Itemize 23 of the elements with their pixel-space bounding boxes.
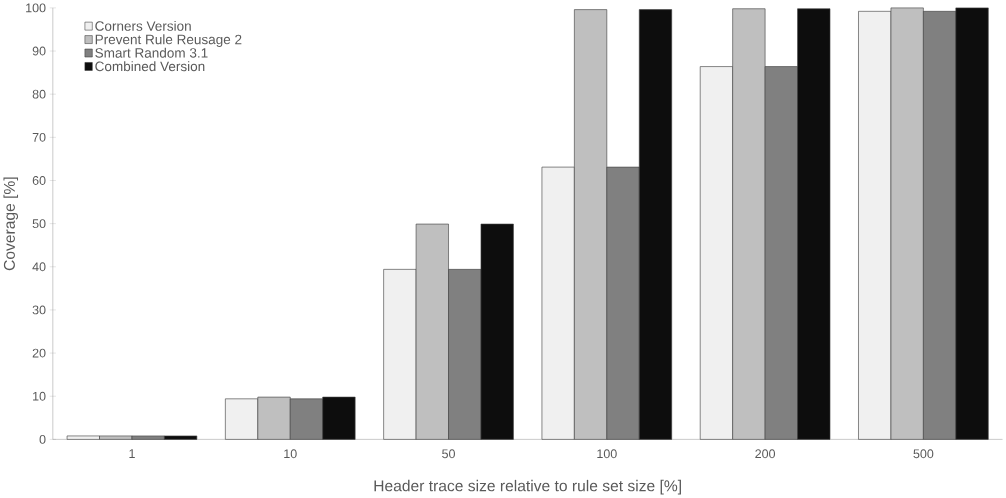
- x-tick-label: 1: [129, 449, 135, 458]
- x-tick-label: 10: [284, 449, 297, 459]
- y-tick-label: 60: [32, 176, 46, 185]
- y-tick-label: 20: [32, 348, 46, 358]
- y-tick-label: 0: [39, 435, 46, 444]
- y-tick-label: 90: [32, 46, 46, 56]
- y-axis-title: Coverage [%]: [3, 177, 19, 271]
- y-tick-label: 70: [32, 132, 46, 142]
- legend-label: Corners Version: [95, 20, 191, 31]
- y-tick-label: 50: [32, 219, 46, 229]
- legend-label: Smart Random 3.1: [95, 47, 208, 58]
- x-axis-title: Header trace size relative to rule set size [%]: [374, 479, 681, 495]
- y-tick-label: 40: [32, 262, 46, 272]
- y-tick-label: 100: [26, 3, 46, 13]
- y-tick-label: 80: [32, 89, 46, 99]
- legend-label: Prevent Rule Reusage 2: [95, 34, 242, 47]
- x-tick-label: 200: [755, 449, 776, 459]
- x-tick-label: 50: [442, 449, 455, 459]
- x-tick-label: 100: [597, 449, 617, 459]
- legend-label: Combined Version: [95, 61, 205, 72]
- y-tick-label: 30: [32, 305, 46, 315]
- x-tick-label: 500: [913, 449, 934, 459]
- y-tick-label: 10: [33, 391, 46, 401]
